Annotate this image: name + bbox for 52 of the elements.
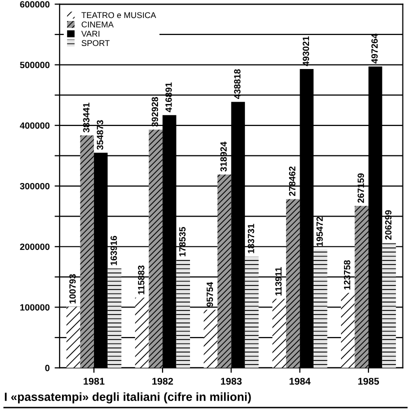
y-tick-label: 400000	[20, 122, 50, 129]
bar	[176, 260, 190, 368]
data-label: 497264	[371, 34, 378, 64]
data-label: 195472	[316, 216, 323, 246]
bar	[204, 310, 218, 368]
data-label: 392928	[152, 97, 158, 127]
x-tick-label: 1982	[152, 378, 173, 385]
x-tick-label: 1985	[358, 378, 380, 385]
y-tick-label: 100000	[20, 304, 50, 311]
y-tick-label: 200000	[20, 244, 50, 250]
data-label: 416891	[165, 82, 172, 112]
legend-label: TEATRO e MUSICA	[81, 12, 156, 18]
data-label: 383441	[83, 102, 90, 132]
bar	[341, 292, 355, 368]
bar	[314, 249, 328, 368]
legend-label: CINEMA	[82, 22, 114, 28]
bar	[66, 306, 80, 368]
data-label: 163916	[110, 236, 117, 266]
data-label: 267159	[358, 173, 364, 203]
data-label: 493021	[302, 36, 310, 66]
bar	[135, 298, 149, 368]
bar	[272, 298, 286, 368]
data-label: 123758	[344, 260, 350, 290]
data-label: 206299	[385, 210, 392, 240]
y-tick-label: 500000	[20, 62, 50, 68]
x-tick-label: 1983	[220, 378, 242, 385]
data-label: 115883	[138, 266, 144, 294]
bar	[354, 206, 368, 368]
data-label: 183731	[248, 224, 254, 254]
data-label: 178535	[179, 226, 186, 256]
bar	[244, 256, 259, 368]
data-label: 113911	[275, 267, 282, 296]
bar	[148, 130, 163, 368]
bar	[286, 199, 300, 368]
bar	[382, 242, 396, 368]
x-tick-label: 1981	[84, 378, 104, 385]
bar	[217, 174, 232, 368]
data-label: 438818	[234, 69, 240, 99]
bar	[108, 268, 122, 368]
data-label: 100793	[69, 274, 76, 304]
data-label: 95754	[206, 282, 214, 307]
y-tick-label: 600000	[20, 1, 50, 8]
legend-label: VARI	[81, 30, 100, 37]
x-tick-label: 1984	[290, 378, 311, 385]
data-label: 354873	[96, 120, 104, 150]
text: I «passatempi» degli italiani (cifre in milioni)	[4, 392, 251, 404]
data-label: 278462	[288, 166, 296, 196]
bar	[80, 135, 94, 368]
legend-label: SPORT	[82, 40, 110, 46]
data-label: 318924	[220, 142, 227, 172]
y-tick-label: 300000	[20, 182, 50, 190]
y-tick-label: 0	[45, 364, 50, 372]
